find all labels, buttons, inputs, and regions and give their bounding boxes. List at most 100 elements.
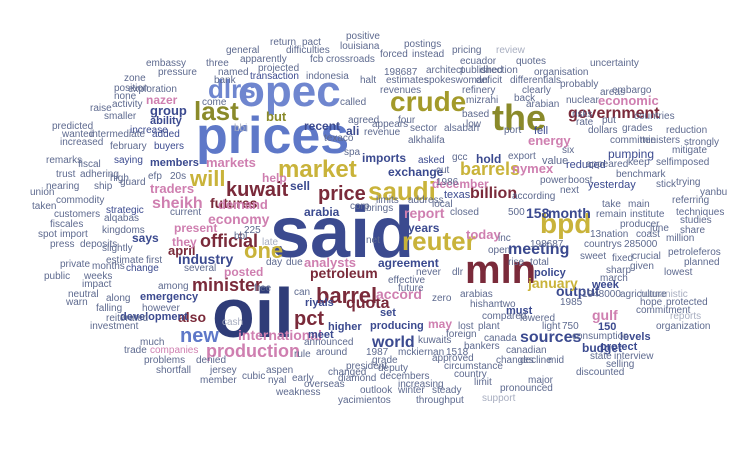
word-power: power xyxy=(540,175,568,186)
word-keep: keep xyxy=(628,157,650,168)
word-fiscal: fiscal xyxy=(78,159,101,170)
word-revenues: revenues xyxy=(380,85,422,96)
word-throughput: throughput xyxy=(416,395,464,406)
word-million: million xyxy=(666,233,695,244)
word-yanbu: yanbu xyxy=(700,187,728,198)
word-285000: 285000 xyxy=(624,239,658,250)
word-canadian: canadian xyxy=(506,345,547,356)
word-kuwait: kuwait xyxy=(226,179,289,201)
word-zone: zone xyxy=(124,73,146,84)
word-may: may xyxy=(428,317,453,331)
word-never: never xyxy=(416,267,442,278)
word-rate: rate xyxy=(576,117,594,128)
word-reiterated: reiterated xyxy=(106,313,149,324)
word-exchange: exchange xyxy=(388,165,444,179)
word-traders: traders xyxy=(150,181,195,196)
word-producer: producer xyxy=(620,219,660,230)
word-spokeswoman: spokeswoman xyxy=(424,75,488,86)
word-petroleferos: petroleferos xyxy=(668,247,721,258)
word-nuclear: nuclear xyxy=(566,95,599,106)
word-present: present xyxy=(174,221,218,235)
word-predicted: predicted xyxy=(52,121,94,132)
word-fell: fell xyxy=(534,125,549,137)
word-meeting: meeting xyxy=(508,241,570,258)
word-appears: appears xyxy=(372,119,409,130)
word-difficulties: difficulties xyxy=(286,45,330,56)
word-increase: increase xyxy=(130,125,168,136)
word-quotes: quotes xyxy=(516,56,547,67)
word-halt: halt xyxy=(360,75,377,86)
word-pricing: pricing xyxy=(452,45,482,56)
word-taken: taken xyxy=(32,201,57,212)
word-differentials: differentials xyxy=(510,75,561,86)
word-fixed: fixed xyxy=(612,253,634,264)
word-organisation: organisation xyxy=(534,67,589,78)
word-discounted: discounted xyxy=(576,367,625,378)
word-commitment: commitment xyxy=(636,305,691,316)
word-clearly: clearly xyxy=(522,85,551,96)
word-limits: limits xyxy=(376,195,399,206)
word-nazer: nazer xyxy=(146,93,178,107)
word-stick: stick xyxy=(656,179,676,190)
word-pumping: pumping xyxy=(608,147,655,161)
word-analysts: analysts xyxy=(304,255,357,270)
word-countrys: countrys xyxy=(584,239,622,250)
word-june: june xyxy=(650,223,669,234)
word-but: but xyxy=(266,109,287,124)
word-value: value xyxy=(542,155,569,167)
word-denied: denied xyxy=(196,355,227,366)
word-texas: texas xyxy=(444,189,471,201)
word-april: april xyxy=(168,243,196,258)
word-light: light xyxy=(542,321,561,332)
word-trying: trying xyxy=(676,177,701,188)
word-dollars: dollars xyxy=(588,125,618,136)
word-official: official xyxy=(200,231,259,251)
word-ministers: ministers xyxy=(640,135,681,146)
word-along: along xyxy=(106,293,131,304)
word-economy: economy xyxy=(208,211,270,227)
word-customers: customers xyxy=(54,209,101,220)
word-output: output xyxy=(556,283,600,299)
word-barrel: barrel xyxy=(316,283,378,308)
word-companies: companies xyxy=(150,345,199,356)
word-overseas: overseas xyxy=(304,379,345,390)
word-producing: producing xyxy=(370,320,424,332)
word-yacimientos: yacimientos xyxy=(338,395,391,406)
word-recent: recent xyxy=(304,119,341,133)
word-nearing: nearing xyxy=(46,181,80,192)
word-ali: ali xyxy=(346,124,360,138)
word-limit: limit xyxy=(474,377,492,388)
word-hope: hope xyxy=(640,297,663,308)
word-falling: falling xyxy=(96,303,123,314)
word-must: must xyxy=(506,305,533,317)
word-review: review xyxy=(496,45,525,56)
word-alkhalifa: alkhalifa xyxy=(408,135,445,146)
word-neutral: neutral xyxy=(68,289,99,300)
word-several: several xyxy=(184,263,217,274)
word-225: 225 xyxy=(244,225,261,236)
word-boost: boost xyxy=(568,175,593,186)
word-raise: raise xyxy=(90,103,112,114)
word-1985: 1985 xyxy=(560,297,583,308)
word-problems: problems xyxy=(144,355,186,366)
word-lost: lost xyxy=(458,321,474,332)
word-prices: prices xyxy=(196,107,350,165)
word-protect: protect xyxy=(600,341,638,353)
word-compared: compared xyxy=(482,311,527,322)
word-deficit: deficit xyxy=(476,75,503,86)
word-oil: oil xyxy=(212,274,294,352)
word-pressure: pressure xyxy=(158,67,197,78)
word-gulf: gulf xyxy=(592,307,618,323)
word-port: port xyxy=(504,125,522,136)
word-ecuador: ecuador xyxy=(460,56,497,67)
word-committee: committee xyxy=(610,135,657,146)
word-weakness: weakness xyxy=(276,387,321,398)
word-according: according xyxy=(512,191,556,202)
word-bank: bank xyxy=(214,75,236,86)
word-yesterday: yesterday xyxy=(588,179,636,191)
word-deputy: deputy xyxy=(378,363,409,374)
word-crucial: crucial xyxy=(632,251,661,262)
word-postings: postings xyxy=(404,39,442,50)
word-members: members xyxy=(150,157,199,169)
